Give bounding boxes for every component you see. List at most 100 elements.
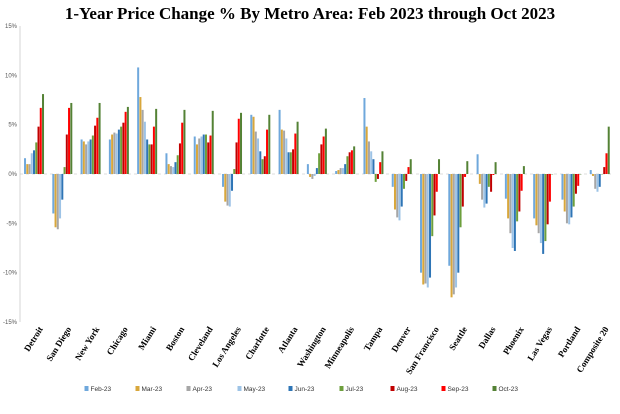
bar [252, 116, 255, 174]
bar [422, 174, 425, 285]
legend-swatch [492, 386, 497, 391]
bar [280, 129, 283, 174]
bar [146, 139, 149, 174]
bar [178, 143, 181, 174]
bar [481, 174, 484, 200]
bar [296, 121, 299, 174]
bar [450, 174, 453, 298]
bar [339, 168, 342, 174]
bar [548, 174, 551, 202]
bar [285, 138, 288, 174]
bar [353, 146, 356, 174]
bar [287, 152, 290, 174]
bar [235, 142, 238, 174]
legend-label: Oct-23 [499, 386, 519, 393]
bar [431, 174, 434, 237]
bar [363, 98, 366, 174]
bar [209, 135, 212, 174]
category-label: Washington [295, 325, 328, 369]
legend-label: Sep-23 [448, 386, 469, 393]
bar [370, 151, 373, 174]
bar [461, 174, 464, 207]
bar [33, 150, 36, 174]
legend-swatch [84, 386, 89, 391]
bar [367, 141, 370, 174]
bar [42, 94, 45, 174]
bar [70, 102, 73, 174]
category-label: Minneapolis [322, 324, 356, 370]
bar [96, 117, 99, 174]
bar [487, 174, 490, 187]
bar [348, 152, 351, 174]
bar [522, 166, 525, 174]
bar [193, 136, 196, 174]
category-label: Chicago [105, 324, 130, 356]
legend-swatch [186, 386, 191, 391]
bar [122, 122, 125, 174]
category-label: Los Angeles [210, 324, 243, 369]
bar [181, 122, 184, 174]
bar [570, 174, 573, 218]
legend-label: May-23 [244, 386, 266, 393]
bar [224, 174, 227, 202]
bar [546, 174, 549, 225]
bar [141, 109, 144, 174]
bar [169, 166, 172, 174]
bar [483, 174, 486, 208]
bar [346, 156, 349, 174]
y-tick-label: 15% [5, 24, 18, 30]
category-label: Portland [556, 325, 583, 359]
bar [108, 139, 111, 174]
bar [261, 159, 264, 174]
bar [344, 164, 347, 174]
bar [391, 174, 394, 187]
category-label: New York [73, 325, 102, 362]
bar [603, 167, 606, 174]
legend-label: Jun-23 [295, 386, 315, 393]
category-label: Detroit [22, 325, 45, 353]
bar [374, 174, 377, 182]
bar [52, 174, 55, 214]
bar [490, 174, 493, 192]
bar [80, 139, 83, 174]
bar [228, 174, 231, 207]
bar [379, 162, 382, 174]
legend-label: Mar-23 [142, 386, 163, 393]
bar [202, 134, 205, 174]
bar [596, 174, 599, 192]
bar [607, 126, 610, 174]
bar [124, 111, 127, 174]
legend-swatch [339, 386, 344, 391]
bars [24, 67, 610, 298]
bar [172, 167, 175, 174]
bar [350, 150, 353, 174]
x-axis-labels: Detroit San Diego New York Chicago Miami Bost… [22, 324, 611, 376]
bar [520, 174, 523, 191]
bar [598, 174, 601, 187]
bar [504, 174, 507, 199]
bar [283, 130, 286, 174]
bar [335, 171, 338, 174]
bar [37, 126, 40, 174]
bar [240, 112, 243, 174]
bar [393, 174, 396, 210]
y-tick-label: 0% [8, 172, 17, 178]
bar [376, 174, 379, 179]
bar [198, 138, 201, 174]
bar [563, 174, 566, 212]
category-label: Dallas [476, 324, 497, 350]
bar [572, 174, 575, 207]
legend-swatch [390, 386, 395, 391]
bar [289, 152, 292, 174]
bar [68, 107, 71, 174]
bar [61, 174, 64, 200]
bar [211, 110, 214, 174]
y-tick-label: 10% [5, 73, 18, 79]
bar [476, 154, 479, 174]
bar [466, 161, 469, 174]
bar [457, 174, 460, 273]
bar [278, 109, 281, 174]
bar [139, 97, 142, 174]
bar [152, 126, 155, 174]
